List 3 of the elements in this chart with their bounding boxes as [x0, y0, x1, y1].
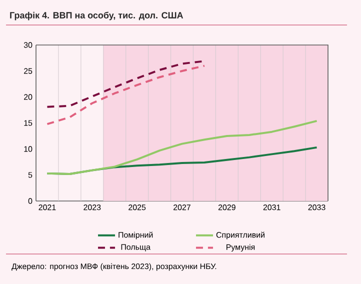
- chart-title: Графік 4. ВВП на особу, тис. дол. США: [10, 12, 184, 20]
- line-series: [46, 64, 206, 126]
- line-series: [46, 120, 318, 175]
